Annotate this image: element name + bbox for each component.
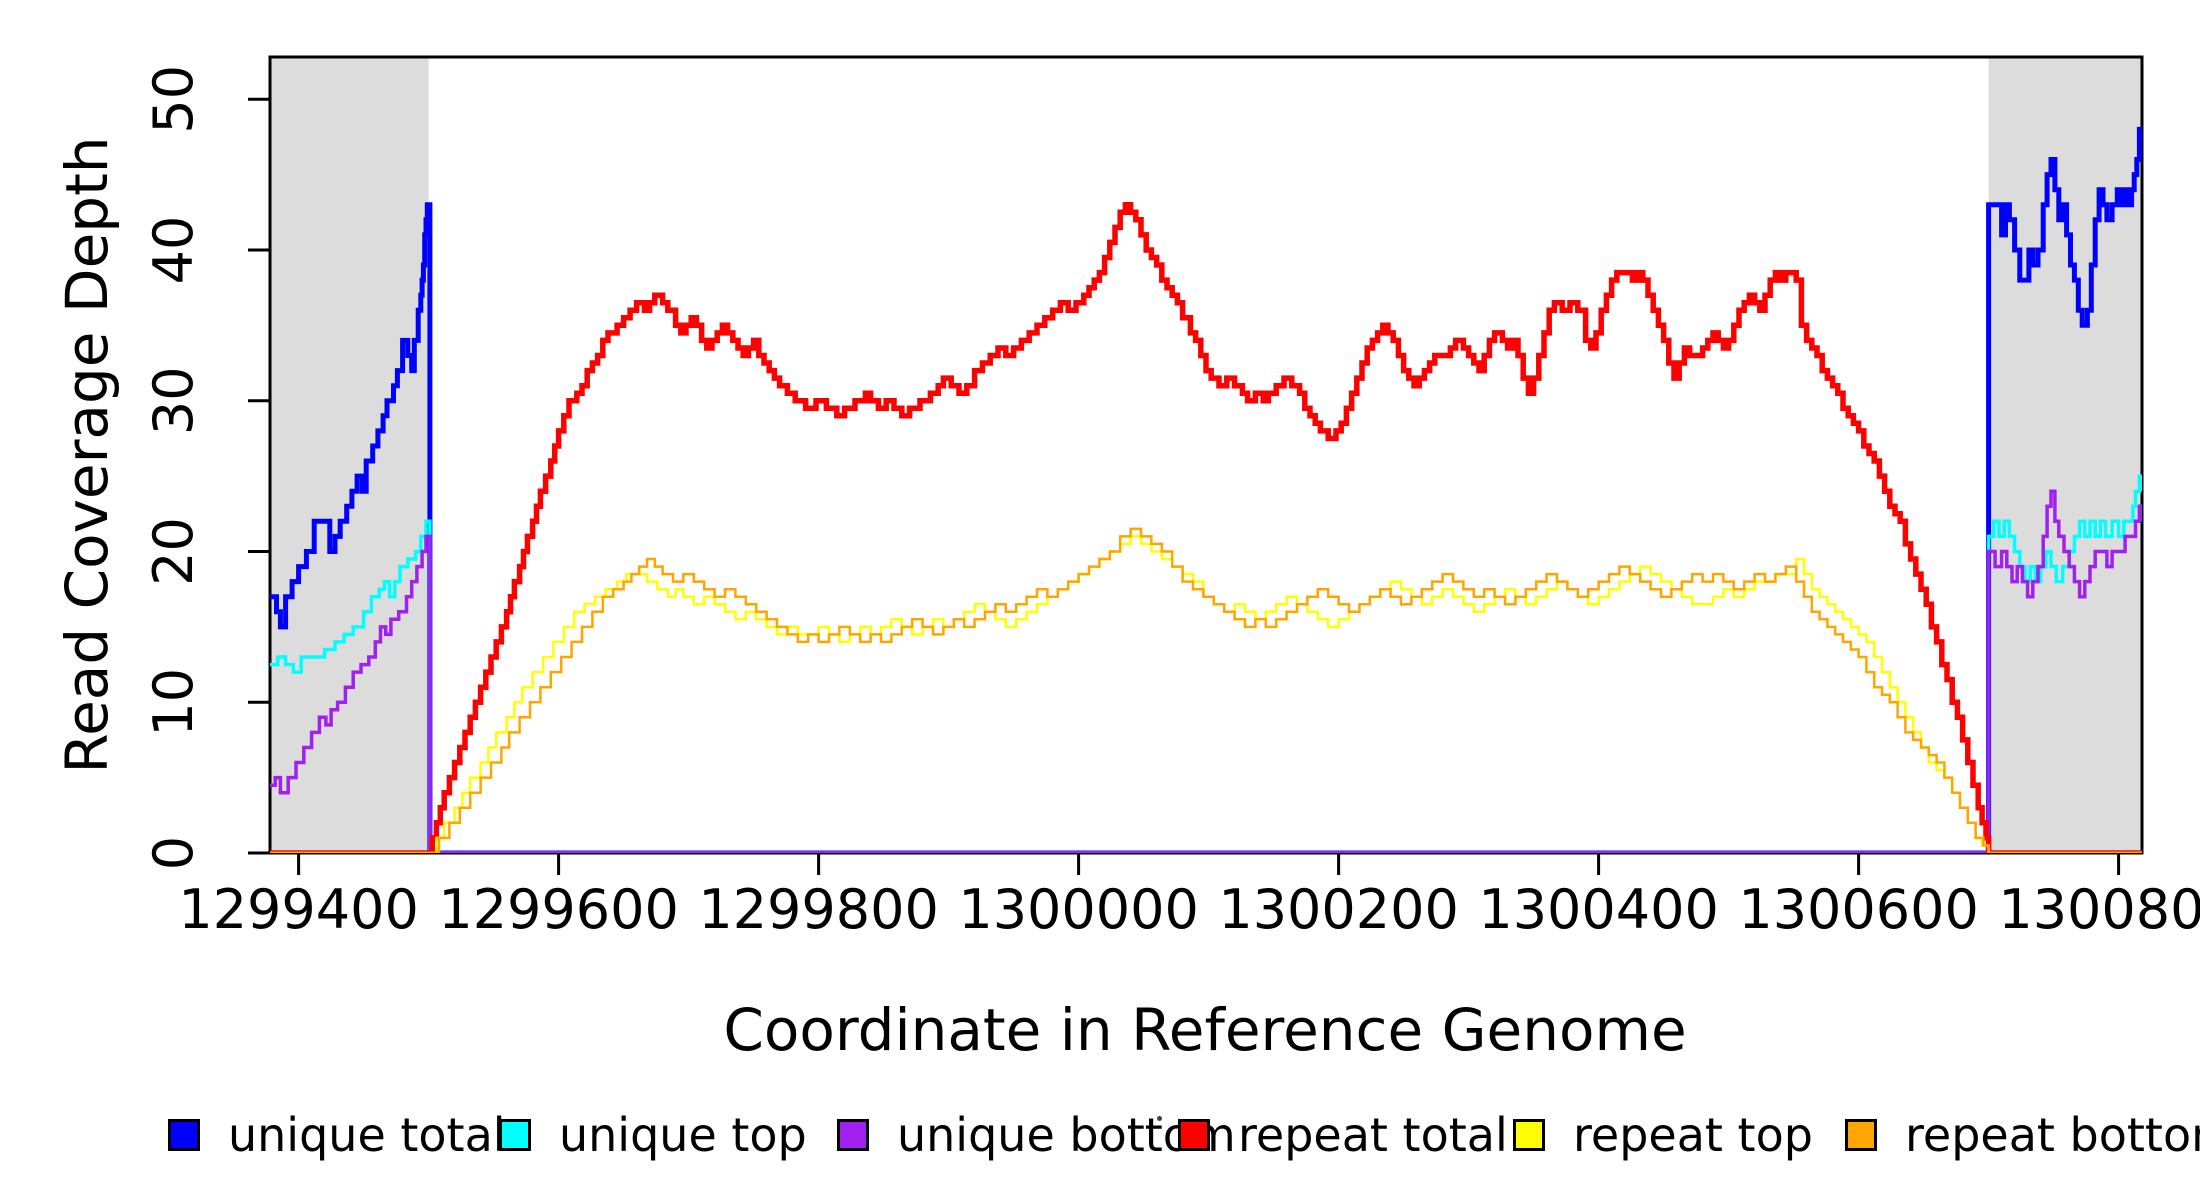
legend-swatch-icon [499,1119,531,1151]
y-tick-label: 30 [142,366,205,435]
x-tick-label: 1300600 [1738,878,1979,941]
legend-label: repeat bottom [1905,1108,2200,1162]
series-line-unique-bottom [270,489,2142,853]
x-tick-label: 1299400 [178,878,419,941]
y-tick-label: 40 [142,216,205,285]
legend-swatch-icon [1178,1119,1210,1151]
legend-item-unique-total: unique total [168,1100,506,1170]
y-tick-label: 10 [142,668,205,737]
x-tick-label: 1300200 [1218,878,1459,941]
series-line-repeat-bottom [270,527,2142,853]
legend-item-repeat-total: repeat total [1178,1100,1508,1170]
legend-label: repeat total [1238,1108,1508,1162]
legend-swatch-icon [1845,1119,1877,1151]
legend-item-repeat-bottom: repeat bottom [1845,1100,2200,1170]
legend-item-repeat-top: repeat top [1513,1100,1813,1170]
legend-label: repeat top [1573,1108,1813,1162]
legend: unique total unique top unique bottom repea… [0,1100,2200,1170]
legend-swatch-icon [837,1119,869,1151]
x-tick-label: 1300000 [958,878,1199,941]
series-line-unique-top [270,474,2142,853]
series-line-repeat-total [270,201,2142,853]
x-tick-label: 1299800 [698,878,939,941]
y-tick-label: 20 [142,517,205,586]
series-line-repeat-top [270,535,2142,853]
y-axis-title: Read Coverage Depth [53,136,121,774]
legend-label: unique total [228,1108,506,1162]
x-tick-label: 1299600 [438,878,679,941]
x-tick-label: 1300400 [1478,878,1719,941]
x-axis-title: Coordinate in Reference Genome [723,996,1687,1064]
shaded-region-unique-flank-right [1988,57,2142,853]
stray-dot [1157,1116,1162,1121]
series-line-unique-total [270,126,2142,853]
legend-swatch-icon [1513,1119,1545,1151]
shaded-region-unique-flank-left [270,57,429,853]
legend-item-unique-top: unique top [499,1100,807,1170]
plot-border [268,55,2144,855]
y-tick-label: 50 [142,65,205,134]
legend-swatch-icon [168,1119,200,1151]
y-tick-label: 0 [142,836,205,870]
legend-label: unique top [559,1108,807,1162]
legend-item-unique-bottom: unique bottom [837,1100,1236,1170]
